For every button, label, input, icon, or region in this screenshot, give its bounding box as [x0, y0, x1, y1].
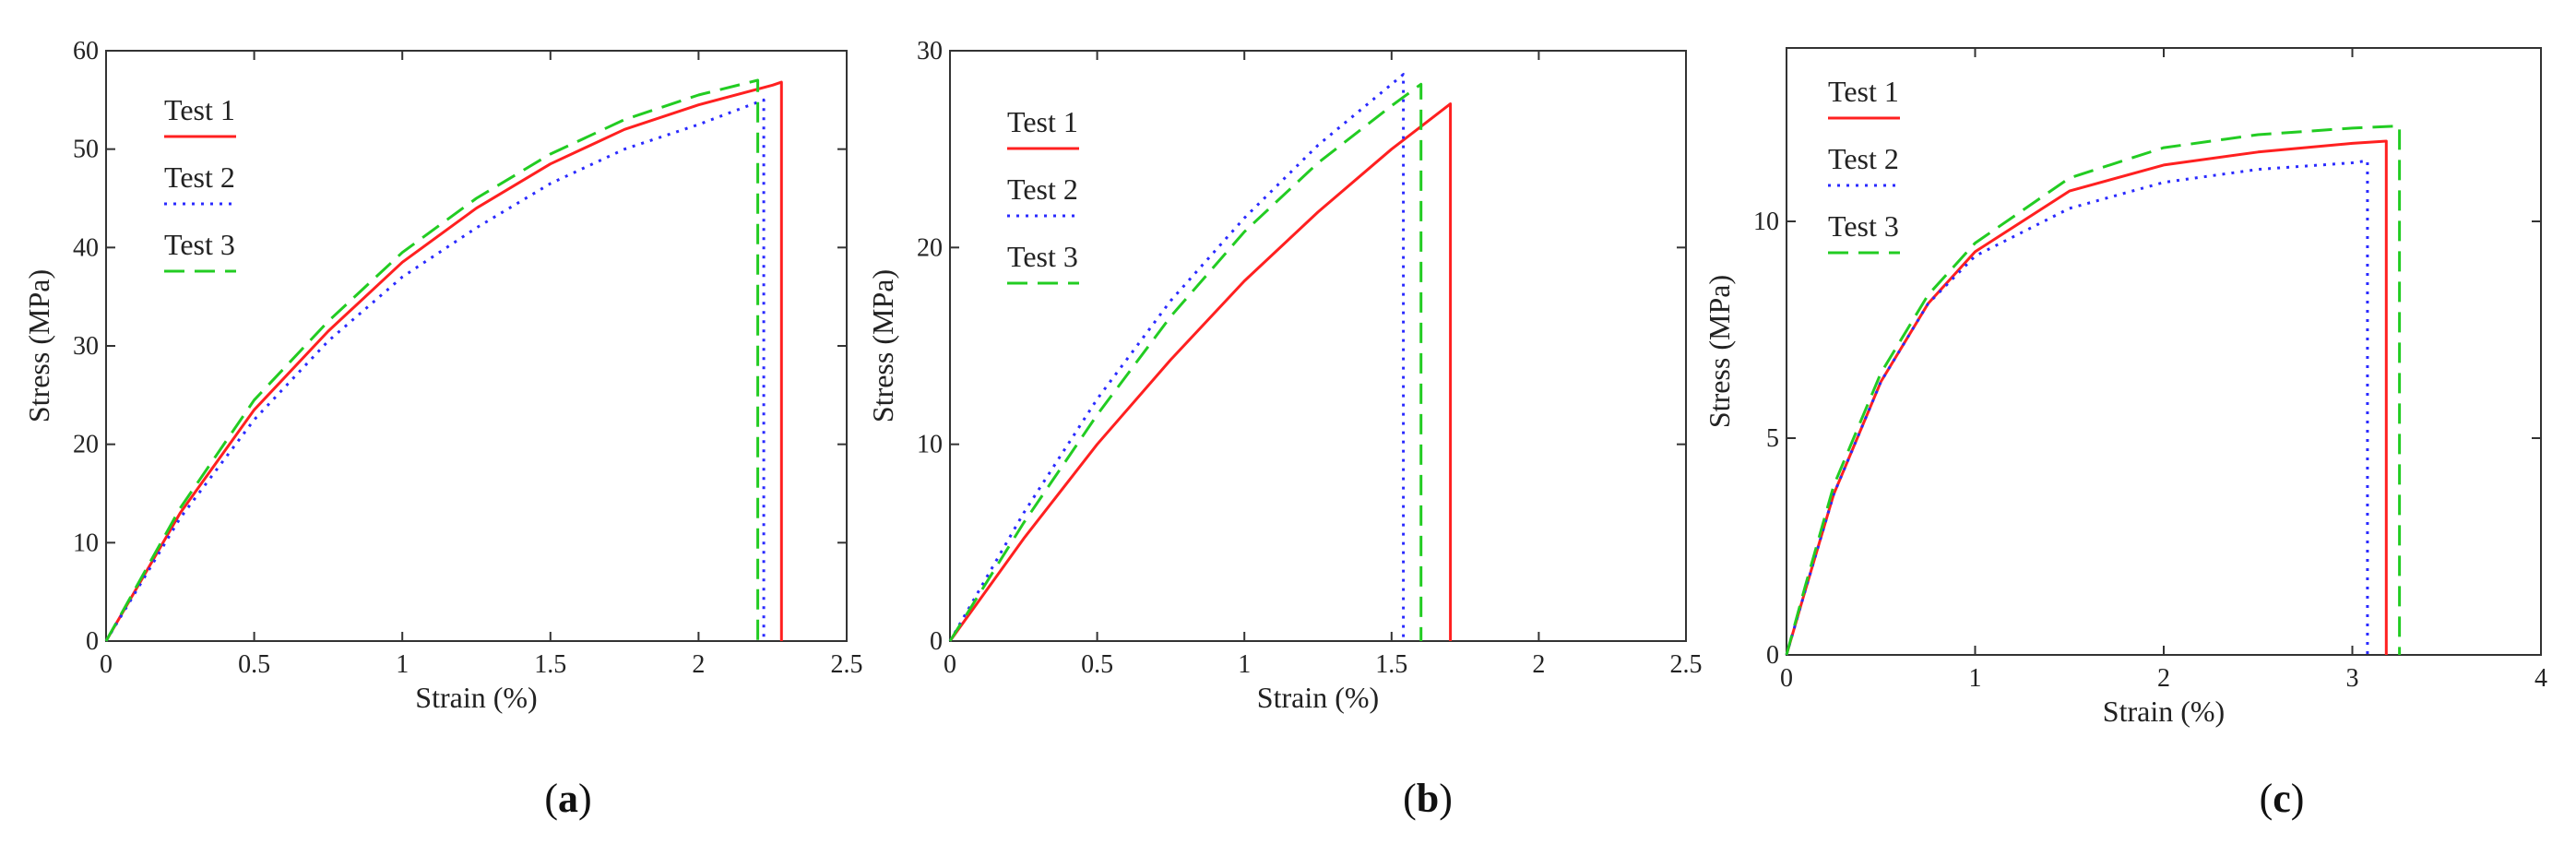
x-tick-label: 2.5: [831, 650, 863, 679]
legend-label-test-3: Test 3: [1828, 209, 1899, 243]
legend-label-test-1: Test 1: [1828, 75, 1899, 108]
legend-label-test-1: Test 1: [164, 93, 235, 126]
y-tick-label: 30: [917, 37, 943, 65]
x-tick-label: 1: [1238, 650, 1251, 679]
x-tick-label: 0.5: [1081, 650, 1113, 679]
y-axis-label: Stress (MPa): [1703, 275, 1736, 428]
y-tick-label: 30: [73, 332, 99, 361]
y-tick-label: 5: [1766, 424, 1779, 453]
series-line-test-2: [104, 98, 766, 642]
series-line-test-3: [104, 78, 760, 642]
y-tick-label: 40: [73, 233, 99, 262]
legend: Test 1 Test 2 Test 3: [164, 93, 236, 273]
panel-caption-letter: b: [1417, 776, 1439, 821]
legend: Test 1 Test 2 Test 3: [1007, 105, 1079, 285]
y-tick-label: 0: [930, 627, 943, 656]
series-line-test-3: [948, 82, 1423, 642]
x-tick-label: 4: [2534, 664, 2547, 693]
series-line-test-1: [104, 80, 783, 642]
x-axis-label: Strain (%): [415, 681, 537, 714]
y-tick-label: 20: [917, 233, 943, 262]
x-tick-label: 3: [2346, 664, 2359, 693]
y-axis-label: Stress (MPa): [866, 269, 899, 422]
x-tick-label: 1.5: [1375, 650, 1407, 679]
x-tick-label: 2.5: [1670, 650, 1703, 679]
series-line-test-3: [1785, 125, 2402, 656]
x-tick-label: 2: [692, 650, 705, 679]
panel-caption: (c): [2260, 776, 2305, 821]
panel-caption-letter: a: [558, 776, 578, 821]
y-tick-label: 0: [1766, 641, 1779, 670]
x-axis-label: Strain (%): [2103, 695, 2225, 728]
x-tick-label: 0: [944, 650, 956, 679]
panel-caption-letter: c: [2273, 776, 2291, 821]
legend-label-test-2: Test 2: [1828, 142, 1899, 175]
x-tick-label: 0: [1780, 664, 1793, 693]
x-tick-label: 0: [100, 650, 113, 679]
series-line-test-2: [948, 73, 1406, 642]
legend: Test 1 Test 2 Test 3: [1828, 75, 1900, 255]
legend-label-test-2: Test 2: [164, 160, 235, 194]
y-tick-label: 10: [917, 431, 943, 459]
chart-panel-a: 0 0.5 1 1.5 2 2.5 0 10 20 30 40 50 60 Strain (%) Stres…: [22, 37, 863, 821]
legend-label-test-1: Test 1: [1007, 105, 1078, 138]
series-line-test-1: [1785, 139, 2388, 656]
y-tick-label: 10: [73, 529, 99, 557]
x-tick-label: 1: [1969, 664, 1982, 693]
chart-panel-b: 0 0.5 1 1.5 2 2.5 0 10 20 30 Strain (%) Stress (MPa…: [866, 37, 1703, 821]
x-tick-label: 2: [2157, 664, 2170, 693]
plot-frame: [949, 50, 1687, 642]
y-tick-label: 20: [73, 431, 99, 459]
x-axis-label: Strain (%): [1257, 681, 1379, 714]
y-tick-label: 60: [73, 37, 99, 65]
legend-label-test-3: Test 3: [1007, 240, 1078, 273]
y-axis-label: Stress (MPa): [22, 269, 55, 422]
legend-label-test-2: Test 2: [1007, 172, 1078, 206]
x-tick-label: 0.5: [238, 650, 270, 679]
y-tick-label: 50: [73, 136, 99, 164]
y-tick-label: 0: [86, 627, 99, 656]
legend-label-test-3: Test 3: [164, 228, 235, 261]
y-tick-label: 10: [1753, 208, 1779, 236]
x-tick-label: 1: [396, 650, 409, 679]
x-tick-label: 1.5: [534, 650, 566, 679]
series-line-test-2: [1785, 159, 2369, 656]
series-line-test-1: [948, 102, 1453, 642]
x-tick-label: 2: [1532, 650, 1545, 679]
panel-caption: (a): [544, 776, 591, 821]
panel-caption: (b): [1403, 776, 1453, 821]
